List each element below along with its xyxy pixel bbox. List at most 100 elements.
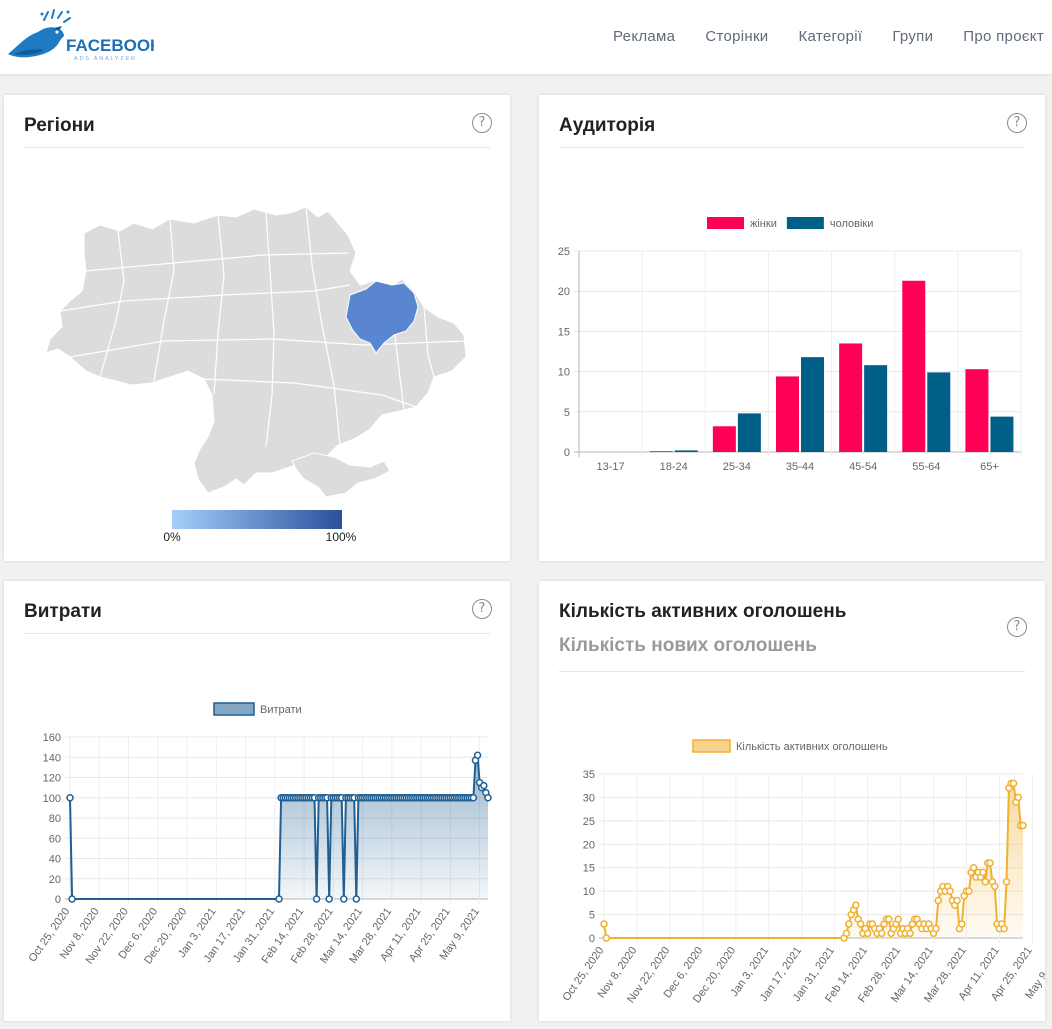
data-point [953,896,961,905]
map-crimea [291,452,391,498]
data-point [842,929,851,938]
data-point [473,751,482,759]
y-tick-label: 120 [43,773,61,785]
legend-swatch-1 [786,217,824,229]
legend-label-1: чоловіки [830,218,874,230]
legend-label: Кількість активних оголошень [736,741,888,753]
nav-categories[interactable]: Категорії [798,28,863,45]
data-point [885,915,893,924]
y-tick-label: 5 [564,407,570,419]
data-point [340,895,348,903]
area-fill [70,755,488,899]
x-tick-label: 35-44 [786,461,814,473]
legend-swatch [213,702,255,716]
ukraine-map: 0% 100% [45,206,467,544]
data-point [946,887,954,895]
y-tick-label: 20 [49,874,61,886]
y-tick-label: 15 [583,863,595,875]
ads-card: Кількість активних оголошень Кількість н… [539,581,1045,1021]
audience-card: Аудиторія ? жінки чоловіки 0 5 10 15 20 25 13-17… [539,95,1045,561]
data-point [469,794,478,802]
y-tick-label: 20 [583,839,595,851]
nav-ads[interactable]: Реклама [613,28,676,45]
audience-help-icon[interactable]: ? [1007,113,1027,133]
ads-title: Кількість активних оголошень [559,601,847,622]
y-tick-label: 10 [558,367,570,379]
nav-pages[interactable]: Сторінки [705,28,769,45]
x-tick-label: 55-64 [912,461,940,473]
ads-area-chart: Кількість активних оголошень 0 5 10 15 20 25 30… [560,739,1045,1005]
y-tick-label: 0 [55,894,61,906]
regions-divider [24,147,490,148]
y-tick-label: 160 [43,732,61,744]
spend-divider [24,633,490,634]
bar-men [674,450,698,452]
map-borders [59,206,465,448]
data-point [1014,793,1023,802]
regions-help-icon[interactable]: ? [472,113,492,133]
y-tick-label: 0 [589,933,595,945]
data-point [981,878,990,886]
data-point [600,920,608,928]
data-point [986,859,994,867]
audience-title: Аудиторія [559,115,656,136]
data-point [1000,924,1008,933]
y-tick-label: 35 [583,769,595,781]
area-fill [604,783,1023,938]
y-tick-label: 140 [43,752,61,764]
y-tick-label: 15 [558,326,570,338]
data-point [958,920,966,928]
spend-help-icon[interactable]: ? [472,599,492,619]
y-tick-label: 60 [49,833,61,845]
x-tick-label: 18-24 [660,461,688,473]
audience-divider [559,147,1025,148]
data-point [856,920,865,928]
data-point [66,794,74,802]
map-land [45,206,467,494]
data-point [845,920,853,928]
bar-women [839,343,863,452]
bar-men [801,357,824,452]
y-tick-label: 30 [583,792,595,804]
spend-title: Витрати [24,601,102,622]
data-point [325,895,333,903]
data-point [1002,878,1011,886]
y-tick-label: 20 [558,286,570,298]
data-point [906,929,914,938]
x-tick-label: 65+ [980,461,999,473]
x-tick-label: 25-34 [723,461,751,473]
regions-title: Регіони [24,115,95,136]
nav-groups[interactable]: Групи [892,28,934,45]
regions-card: Регіони ? [4,95,510,561]
map-legend-gradient [172,510,342,529]
legend-swatch-0 [707,217,744,229]
ads-help-icon[interactable]: ? [1007,617,1027,637]
y-tick-label: 80 [49,813,61,825]
main-nav: Реклама Сторінки Категорії Групи Про про… [613,28,1052,45]
bar-men [927,372,951,452]
y-tick-label: 5 [589,910,595,922]
y-tick-label: 0 [564,447,570,459]
bar-women [649,451,673,452]
y-tick-label: 100 [43,793,61,805]
nav-about[interactable]: Про проєкт [963,28,1044,45]
data-point [878,929,886,938]
data-point [312,895,321,903]
ads-subtitle-tab[interactable]: Кількість нових оголошень [559,635,817,656]
map-legend-max: 100% [326,530,357,544]
data-point [965,887,973,895]
data-point [932,924,940,933]
bar-women [965,369,989,452]
y-tick-label: 25 [558,246,570,258]
data-point [979,868,987,877]
bar-women [776,376,799,452]
facebook-ads-analyzer-logo[interactable]: FACEBOOK ADS ANALYZER [4,6,154,66]
logo-wordmark: FACEBOOK [66,36,154,55]
legend-label-0: жінки [750,218,777,230]
data-point [894,915,902,924]
bar-women [902,280,926,452]
data-point [863,929,872,938]
map-legend-min: 0% [163,530,181,544]
x-tick-label: 45-54 [849,461,877,473]
